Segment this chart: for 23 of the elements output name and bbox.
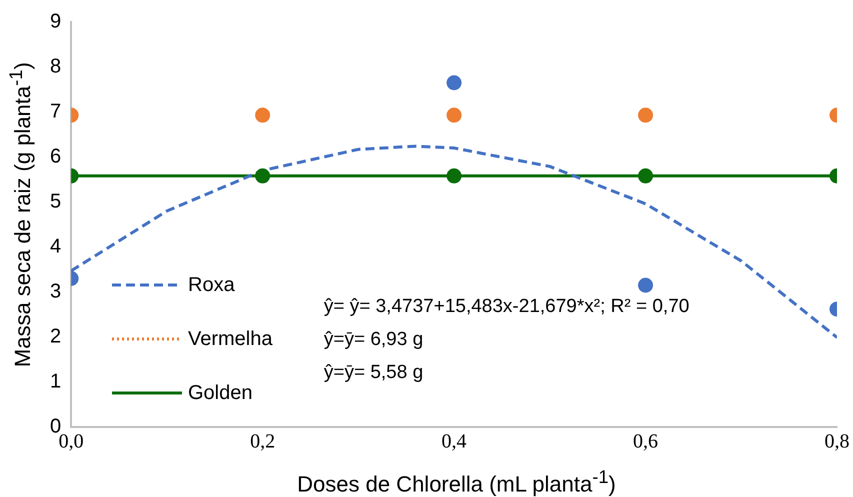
y-tick-label: 3 <box>50 280 62 303</box>
y-tick-label: 1 <box>50 370 62 393</box>
x-tick-label: 0,2 <box>250 430 276 452</box>
x-tick-label: 0,0 <box>58 430 84 452</box>
legend-label: Roxa <box>188 274 235 296</box>
legend-label: Vermelha <box>188 328 272 350</box>
y-tick-label: 9 <box>50 10 62 33</box>
y-tick-label: 8 <box>50 56 62 78</box>
x-tick-label: 0,6 <box>633 430 658 452</box>
y-tick-label: 7 <box>50 100 62 123</box>
y-tick-label: 5 <box>50 190 62 213</box>
y-tick-label: 2 <box>50 326 62 348</box>
x-tick-label: 0,8 <box>824 430 850 452</box>
x-tick-label: 0,4 <box>442 430 467 452</box>
y-tick-label: 4 <box>50 236 62 258</box>
legend-label: Golden <box>188 382 252 404</box>
point <box>446 108 462 123</box>
y-tick-label: 6 <box>50 146 62 168</box>
point <box>446 168 462 184</box>
annotation: ŷ=ȳ= 6,93 g <box>324 329 424 350</box>
x-axis-title: Doses de Chlorella (mL planta$^{-1}$) <box>296 466 617 497</box>
annotation: ŷ=ȳ= 5,58 g <box>324 362 424 384</box>
annotation: ŷ= ŷ= 3,4737+15,483x-21,679*x²; R² = 0,70 <box>324 296 690 318</box>
